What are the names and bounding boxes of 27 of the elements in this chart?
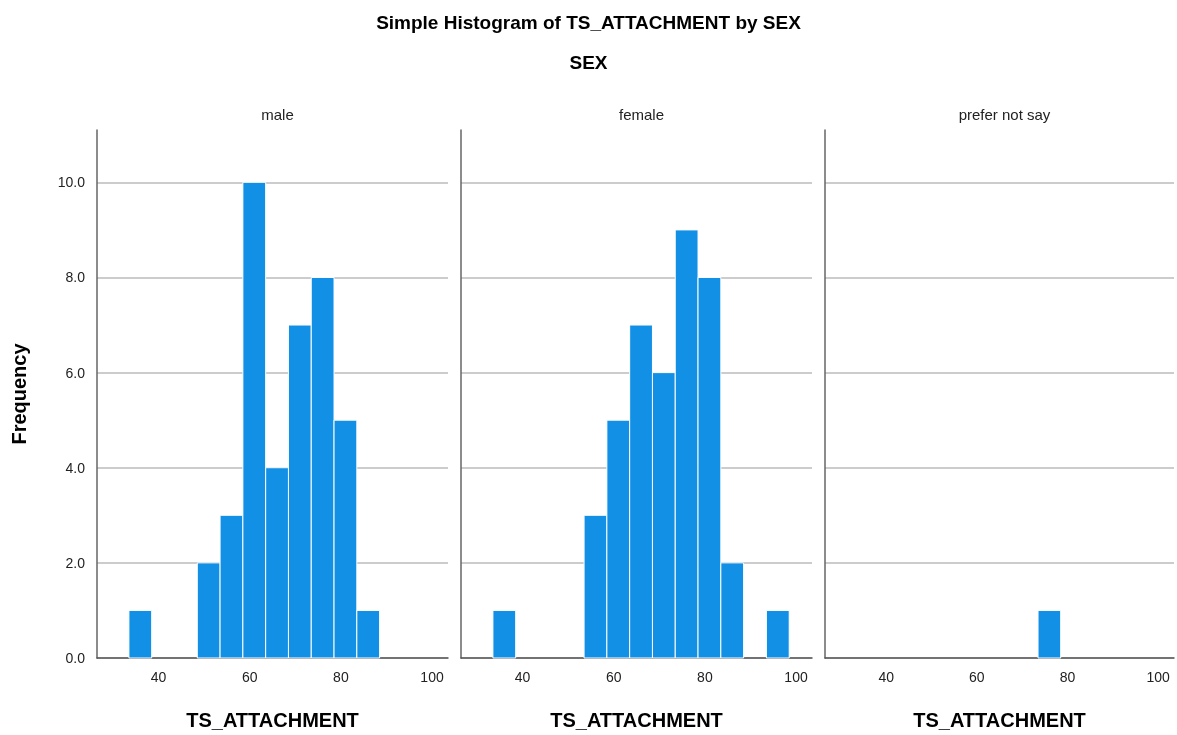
y-tick-label: 0.0: [65, 650, 86, 666]
x-tick-label: 80: [697, 669, 713, 685]
chart-title: female: [618, 106, 665, 123]
chart-title: prefer not say: [958, 106, 1051, 123]
x-tick-label: 40: [878, 669, 895, 685]
text: SEX: [568, 52, 609, 74]
x-tick-label: 100: [420, 669, 444, 685]
x-axis-title: TS_ATTACHMENT: [913, 709, 1086, 731]
x-tick-label: 40: [150, 669, 167, 685]
x-tick-label: 60: [605, 669, 622, 685]
x-axis-title: TS_ATTACHMENT: [550, 709, 723, 731]
chart-title: male: [261, 106, 294, 123]
x-tick-label: 80: [1059, 669, 1076, 685]
x-tick-label: 100: [1146, 669, 1171, 685]
y-tick-label: 8.0: [65, 269, 86, 286]
x-tick-label: 100: [784, 669, 808, 685]
x-axis-title: TS_ATTACHMENT: [186, 709, 359, 731]
x-tick-label: 40: [514, 669, 531, 685]
y-tick-label: 2.0: [65, 554, 86, 571]
x-tick-label: 60: [969, 669, 985, 685]
x-tick-label: 80: [333, 669, 349, 685]
y-axis-title: Frequency: [8, 342, 30, 445]
y-tick-label: 6.0: [65, 364, 86, 381]
x-tick-label: 60: [241, 669, 258, 685]
text: Simple Histogram of TS_ATTACHMENT by SEX: [375, 12, 802, 34]
y-tick-label: 10.0: [57, 174, 86, 191]
y-tick-label: 4.0: [65, 459, 86, 476]
